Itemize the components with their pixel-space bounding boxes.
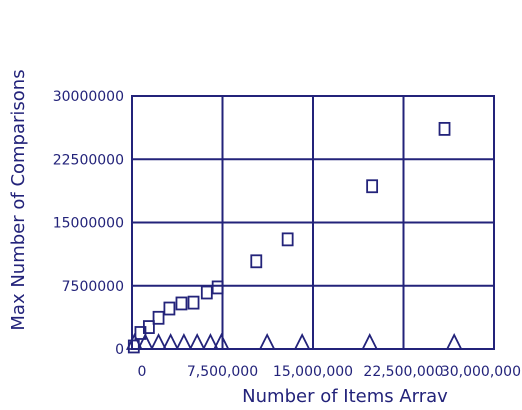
triangle-marker	[447, 335, 461, 349]
triangle-marker	[177, 335, 191, 349]
x-tick-label: 15,000,000	[273, 364, 353, 380]
triangle-marker	[260, 335, 274, 349]
square-marker	[154, 312, 164, 324]
triangle-marker	[164, 335, 178, 349]
x-axis-title: Number of Items Arrav	[242, 386, 448, 407]
data-marks	[127, 123, 461, 353]
square-marker	[251, 255, 261, 267]
x-tick-label: 30,000,000	[441, 364, 521, 380]
tick-labels: 0 7,500,000 15,000,000 22,500,00030,000,000…	[53, 89, 521, 380]
triangle-marker	[190, 335, 204, 349]
square-marker	[440, 123, 450, 135]
square-marker	[189, 297, 199, 309]
x-tick-label: 0	[138, 364, 147, 380]
square-marker	[176, 297, 186, 309]
square-marker	[213, 281, 223, 293]
y-tick-label: 22500000	[53, 152, 124, 168]
square-marker	[202, 286, 212, 298]
x-tick-label: 7,500,000	[187, 364, 258, 380]
y-tick-label: 0	[115, 342, 124, 358]
square-marker	[283, 233, 293, 245]
triangle-marker	[295, 335, 309, 349]
square-marker	[164, 303, 174, 315]
triangle-marker	[152, 335, 166, 349]
y-tick-label: 30000000	[53, 89, 124, 105]
y-tick-label: 7500000	[62, 279, 124, 295]
y-axis-title: Max Number of Comparisons	[8, 69, 29, 330]
y-tick-label: 15000000	[53, 216, 124, 232]
square-marker	[367, 180, 377, 192]
x-tick-label: 22,500,000	[363, 364, 443, 380]
triangle-marker	[363, 335, 377, 349]
